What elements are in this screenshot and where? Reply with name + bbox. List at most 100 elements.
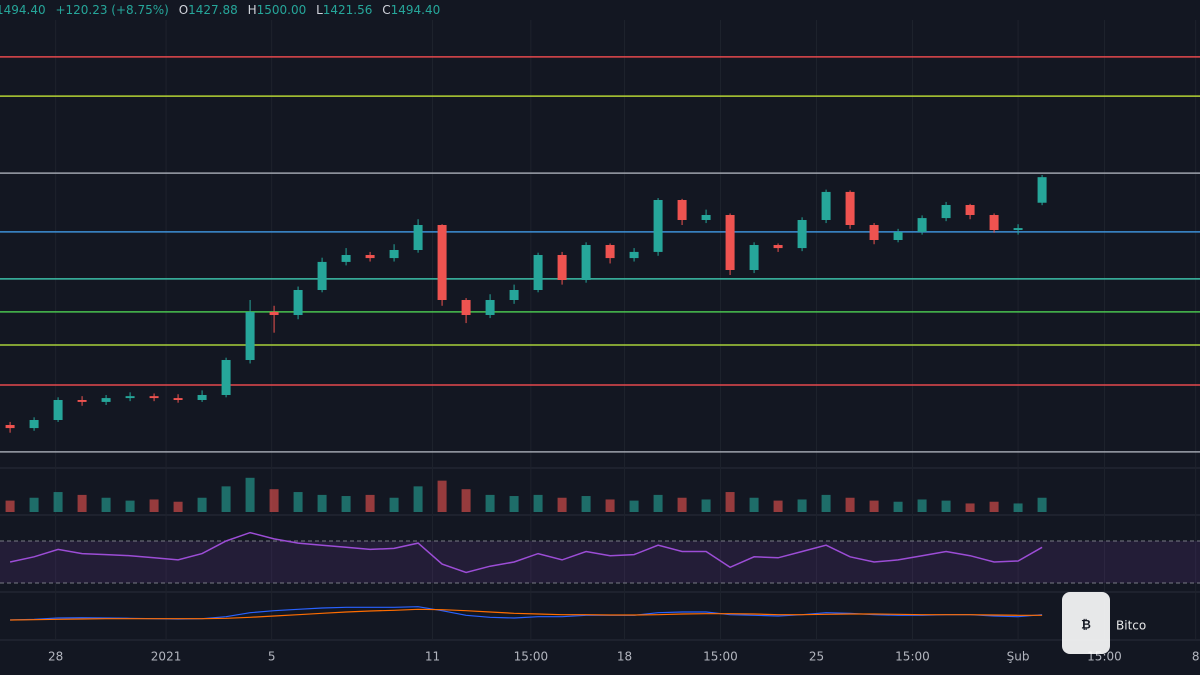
volume-bar: [509, 496, 519, 512]
x-tick-label: 25: [809, 650, 824, 664]
candle-body: [893, 231, 903, 240]
volume-bar: [1037, 497, 1047, 512]
candle-body: [533, 255, 543, 290]
candle-body: [821, 191, 831, 220]
macd-line: [10, 608, 1043, 621]
watermark: ₿ Bitco: [1062, 592, 1146, 654]
candle-body: [269, 311, 279, 315]
open-label: O: [179, 3, 188, 17]
x-tick-label: 15:00: [703, 650, 738, 664]
candle-body: [101, 398, 111, 402]
volume-bar: [725, 492, 735, 512]
rsi-line: [9, 531, 1043, 574]
volume-bar: [1013, 503, 1023, 512]
x-tick-label: 11: [425, 650, 440, 664]
volume-bar: [29, 497, 39, 512]
open-value: 1427.88: [188, 3, 238, 17]
candle-body: [461, 300, 471, 315]
volume-bar: [605, 499, 615, 512]
candle-body: [869, 225, 879, 240]
candle-body: [437, 225, 447, 300]
volume-bar: [77, 494, 87, 512]
volume-bar: [317, 494, 327, 512]
candle-body: [605, 245, 615, 259]
low-value: 1421.56: [323, 3, 373, 17]
x-tick-label: 15:00: [514, 650, 549, 664]
volume-bar: [413, 486, 423, 512]
candle-body: [773, 245, 783, 249]
volume-bar: [845, 497, 855, 512]
volume-bar: [365, 494, 375, 512]
candle-body: [965, 205, 975, 215]
logo-icon: [1062, 592, 1110, 654]
candle-body: [653, 200, 663, 252]
candle-body: [1013, 228, 1023, 230]
candle-body: [5, 425, 15, 429]
volume-bar: [989, 501, 999, 512]
x-tick-label: 2021: [151, 650, 182, 664]
candle-body: [53, 400, 63, 420]
x-tick-label: 15:00: [895, 650, 930, 664]
rsi-band: [0, 541, 1200, 583]
candle-body: [365, 255, 375, 259]
candle-body: [317, 261, 327, 290]
candle-body: [797, 220, 807, 249]
volume-bar: [677, 497, 687, 512]
pane-separators: [0, 467, 1200, 641]
volume-bar: [197, 497, 207, 512]
candle-body: [677, 200, 687, 220]
change: +120.23 (+8.75%): [55, 3, 168, 17]
logo-text: Bitco: [1116, 619, 1146, 633]
volume-bar: [581, 496, 591, 512]
candle-body: [221, 360, 231, 395]
candle-body: [389, 250, 399, 259]
candle-body: [557, 255, 567, 280]
candle-body: [125, 396, 135, 399]
candle-body: [485, 300, 495, 315]
volume-bar: [173, 501, 183, 512]
volume-bar: [869, 500, 879, 512]
candle-body: [245, 311, 255, 360]
x-tick-label: 8: [1192, 650, 1200, 664]
volume-bar: [437, 480, 447, 512]
volume-bar: [149, 499, 159, 512]
candle-body: [701, 215, 711, 220]
volume-bar: [269, 489, 279, 512]
volume-bar: [821, 494, 831, 512]
volume-bar: [557, 497, 567, 512]
x-tick-label: 28: [48, 650, 63, 664]
volume-bar: [341, 496, 351, 512]
candle-body: [29, 420, 39, 429]
volume-bar: [245, 477, 255, 512]
candle-body: [149, 396, 159, 399]
high-label: H: [248, 3, 257, 17]
candle-body: [581, 245, 591, 280]
header: 1494.40 +120.23 (+8.75%) O1427.88 H1500.…: [0, 3, 440, 17]
volume-bar: [389, 497, 399, 512]
candle-body: [629, 251, 639, 259]
candle-body: [749, 245, 759, 270]
volume-bar: [101, 497, 111, 512]
volume-bar: [965, 503, 975, 512]
volume-bar: [893, 501, 903, 512]
volume-bar: [221, 486, 231, 512]
candle-body: [989, 215, 999, 230]
volume-bar: [773, 500, 783, 512]
volume-bar: [125, 500, 135, 512]
volume-bar: [53, 492, 63, 512]
volume-bar: [533, 494, 543, 512]
volume-bar: [917, 499, 927, 512]
candle-body: [77, 400, 87, 402]
volume-bar: [797, 499, 807, 512]
close-label: C: [382, 3, 390, 17]
close-value: 1494.40: [391, 3, 441, 17]
high-value: 1500.00: [257, 3, 307, 17]
volume-bar: [653, 494, 663, 512]
volume-bar: [461, 489, 471, 512]
last-price: 1494.40: [0, 3, 46, 17]
candle-body: [197, 395, 207, 400]
logo-glyph: ₿: [1081, 618, 1091, 632]
low-label: L: [316, 3, 323, 17]
